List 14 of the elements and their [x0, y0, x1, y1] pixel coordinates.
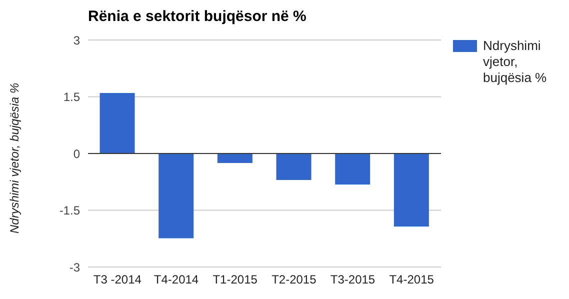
x-tick-label: T4-2014: [154, 272, 199, 287]
y-tick-label: 3: [73, 33, 80, 48]
x-tick-label: T1-2015: [212, 272, 258, 287]
chart-title: Rënia e sektorit bujqësor në %: [88, 8, 306, 25]
x-tick-label: T4-2015: [389, 272, 434, 287]
y-axis-title: Ndryshimi vjetor, bujqësia %: [7, 82, 22, 234]
y-tick-label: -1.5: [59, 204, 80, 218]
x-tick-label: T2-2015: [272, 272, 317, 287]
y-tick-label: -3: [69, 260, 80, 274]
y-tick-label: 0: [73, 146, 80, 161]
x-tick-label: T3 -2014: [93, 272, 142, 287]
y-tick-label: 1.5: [63, 90, 80, 104]
x-tick-label: T3-2015: [330, 272, 376, 287]
legend-label: Ndryshimi vjetor, bujqësia %: [483, 38, 548, 86]
